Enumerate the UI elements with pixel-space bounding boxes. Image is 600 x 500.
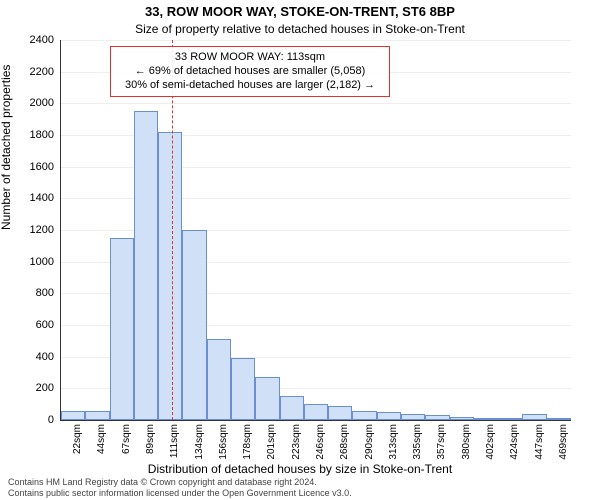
callout-line: ← 69% of detached houses are smaller (5,…: [119, 65, 381, 79]
histogram-bar: [134, 111, 158, 420]
histogram-bar: [450, 417, 474, 420]
y-tick-label: 200: [14, 382, 54, 394]
histogram-bar: [401, 414, 425, 420]
histogram-bar: [474, 418, 498, 420]
histogram-bar: [158, 132, 182, 420]
histogram-bar: [425, 415, 449, 420]
callout-box: 33 ROW MOOR WAY: 113sqm← 69% of detached…: [110, 46, 390, 97]
histogram-bar: [377, 412, 401, 420]
y-tick-label: 1400: [14, 192, 54, 204]
y-tick-label: 1600: [14, 161, 54, 173]
y-axis-label: Number of detached properties: [0, 65, 13, 230]
histogram-bar: [255, 377, 279, 420]
gridline: [61, 103, 571, 104]
histogram-bar: [522, 414, 546, 420]
gridline: [61, 40, 571, 41]
chart-subtitle: Size of property relative to detached ho…: [0, 22, 600, 36]
histogram-bar: [498, 418, 522, 420]
footer-line-1: Contains HM Land Registry data © Crown c…: [8, 477, 352, 487]
histogram-chart: 33, ROW MOOR WAY, STOKE-ON-TRENT, ST6 8B…: [0, 0, 600, 500]
y-tick-label: 400: [14, 351, 54, 363]
x-axis-label: Distribution of detached houses by size …: [0, 462, 600, 476]
footer-attribution: Contains HM Land Registry data © Crown c…: [8, 477, 352, 498]
histogram-bar: [110, 238, 134, 420]
histogram-bar: [304, 404, 328, 420]
histogram-bar: [207, 339, 231, 420]
histogram-bar: [547, 418, 571, 420]
y-tick-label: 2000: [14, 97, 54, 109]
histogram-bar: [85, 411, 109, 421]
y-tick-label: 1200: [14, 224, 54, 236]
callout-line: 33 ROW MOOR WAY: 113sqm: [119, 51, 381, 65]
y-tick-label: 2400: [14, 34, 54, 46]
footer-line-2: Contains public sector information licen…: [8, 488, 352, 498]
histogram-bar: [328, 406, 352, 420]
histogram-bar: [182, 230, 206, 420]
y-tick-label: 0: [14, 414, 54, 426]
y-tick-label: 1000: [14, 256, 54, 268]
chart-title: 33, ROW MOOR WAY, STOKE-ON-TRENT, ST6 8B…: [0, 4, 600, 19]
y-tick-label: 600: [14, 319, 54, 331]
histogram-bar: [231, 358, 255, 420]
callout-line: 30% of semi-detached houses are larger (…: [119, 79, 381, 93]
y-tick-label: 800: [14, 287, 54, 299]
histogram-bar: [280, 396, 304, 420]
histogram-bar: [352, 411, 376, 421]
y-tick-label: 1800: [14, 129, 54, 141]
histogram-bar: [61, 411, 85, 421]
y-tick-label: 2200: [14, 66, 54, 78]
